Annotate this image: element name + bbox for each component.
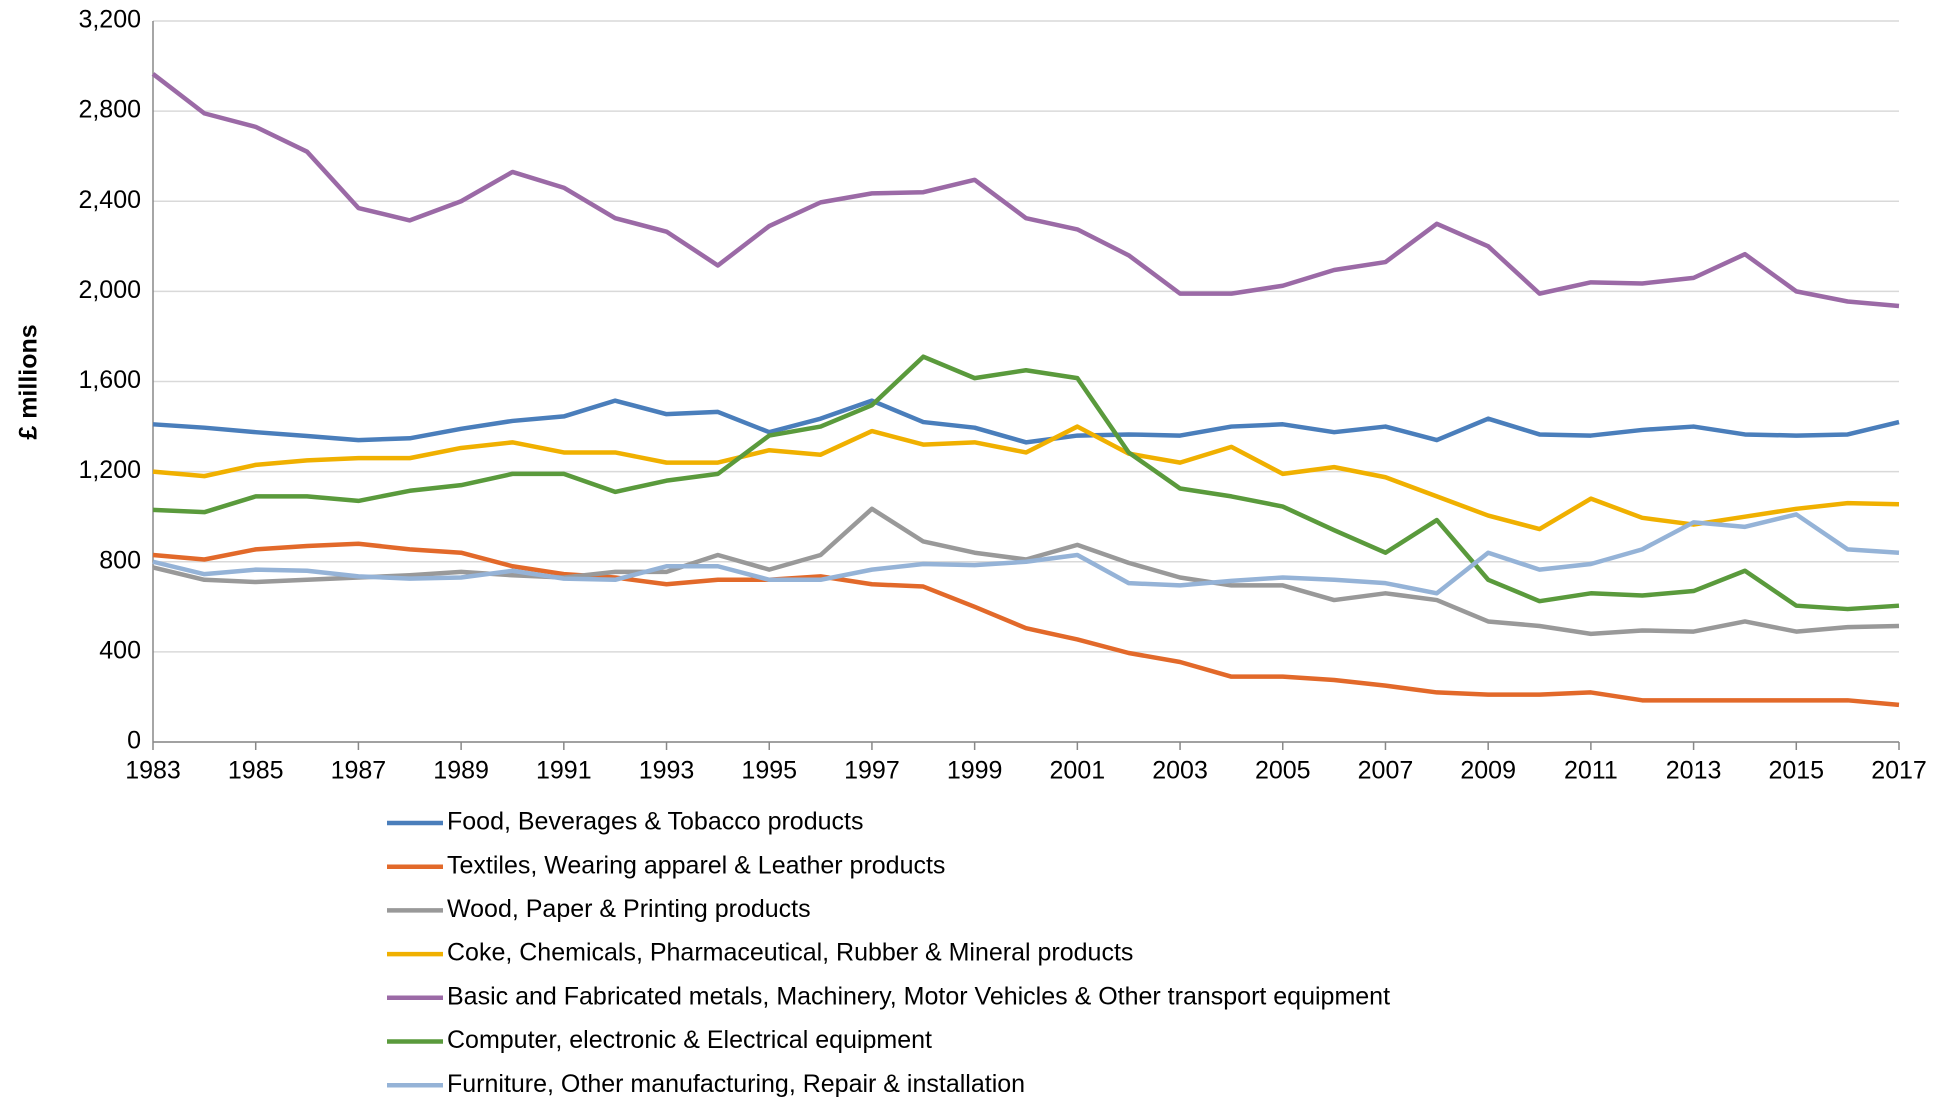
- x-tick-label: 1997: [844, 757, 900, 785]
- y-tick-label: 400: [99, 636, 141, 664]
- series-line: [152, 506, 1900, 637]
- y-tick-label: 1,600: [78, 366, 141, 394]
- y-tick-label: 800: [99, 546, 141, 574]
- x-tick-label: 1995: [741, 757, 797, 785]
- x-tick-label: 1991: [536, 757, 592, 785]
- x-tick-label: 2013: [1666, 757, 1722, 785]
- series-line: [151, 72, 1900, 309]
- x-tick-label: 1989: [433, 757, 489, 785]
- legend-label: Furniture, Other manufacturing, Repair &…: [447, 1070, 1025, 1098]
- y-tick-label: 2,000: [78, 276, 141, 304]
- y-tick-label: 1,200: [78, 456, 141, 484]
- x-tick-label: 2003: [1152, 757, 1208, 785]
- series-line: [152, 424, 1900, 532]
- y-axis-label: £ millions: [15, 324, 43, 439]
- x-tick-label: 2007: [1358, 757, 1414, 785]
- series-line: [152, 354, 1900, 612]
- x-tick-label: 2001: [1050, 757, 1106, 785]
- x-tick-label: 2009: [1460, 757, 1516, 785]
- y-tick-label: 2,800: [78, 96, 141, 124]
- x-tick-label: 2005: [1255, 757, 1311, 785]
- legend-label: Textiles, Wearing apparel & Leather prod…: [447, 851, 945, 879]
- x-tick-label: 1983: [125, 757, 181, 785]
- series-line: [152, 398, 1900, 445]
- x-tick-label: 1999: [947, 757, 1003, 785]
- y-tick-label: 0: [127, 727, 141, 755]
- x-tick-label: 1987: [331, 757, 387, 785]
- x-tick-label: 2017: [1871, 757, 1927, 785]
- series-line: [152, 541, 1900, 708]
- y-tick-label: 2,400: [78, 186, 141, 214]
- legend-label: Basic and Fabricated metals, Machinery, …: [447, 982, 1390, 1010]
- legend-label: Coke, Chemicals, Pharmaceutical, Rubber …: [447, 939, 1133, 967]
- y-tick-label: 3,200: [78, 6, 141, 34]
- legend-label: Wood, Paper & Printing products: [447, 895, 811, 923]
- x-tick-label: 2011: [1564, 757, 1618, 785]
- x-tick-label: 1985: [228, 757, 284, 785]
- legend-label: Food, Beverages & Tobacco products: [447, 808, 863, 836]
- x-tick-label: 2015: [1768, 757, 1824, 785]
- legend-label: Computer, electronic & Electrical equipm…: [447, 1026, 932, 1054]
- series-line: [152, 512, 1900, 596]
- x-tick-label: 1993: [639, 757, 695, 785]
